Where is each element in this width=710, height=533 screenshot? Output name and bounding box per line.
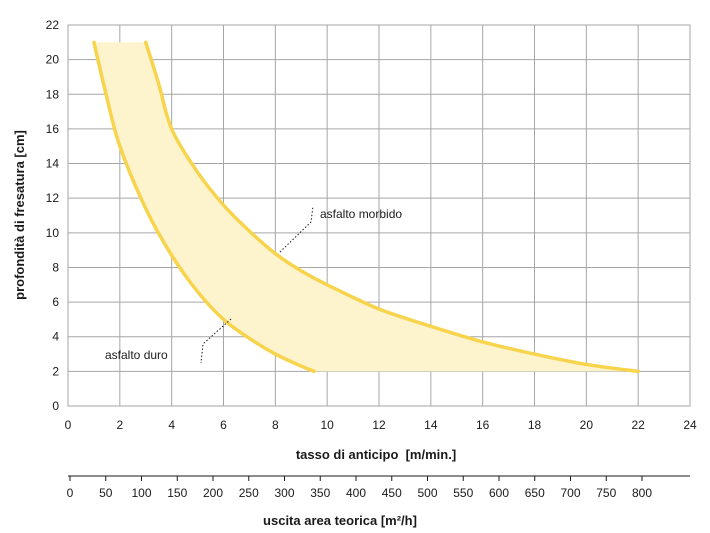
y-tick-label: 14 xyxy=(46,157,60,171)
x-tick-label: 2 xyxy=(116,418,123,432)
secondary-axis-tick-label: 200 xyxy=(203,486,223,500)
annotation-label-asfalto-morbido: asfalto morbido xyxy=(320,207,402,221)
x-tick-label: 16 xyxy=(476,418,490,432)
x-tick-label: 22 xyxy=(631,418,645,432)
y-tick-label: 18 xyxy=(46,87,60,101)
series-line-asfalto-duro xyxy=(92,40,316,374)
x-tick-label: 6 xyxy=(220,418,227,432)
secondary-axis-tick-label: 450 xyxy=(382,486,402,500)
secondary-axis-tick-label: 300 xyxy=(274,486,294,500)
y-tick-label: 20 xyxy=(46,53,60,67)
x-axis-tick-labels: 0 2 4 6 8 10 12 14 16 18 20 22 24 xyxy=(65,418,697,432)
secondary-axis-tick-label: 600 xyxy=(489,486,509,500)
secondary-axis-tick-label: 400 xyxy=(346,486,366,500)
secondary-axis-tick-label: 350 xyxy=(310,486,330,500)
x-tick-label: 24 xyxy=(683,418,697,432)
secondary-axis-tick-label: 500 xyxy=(417,486,437,500)
x-tick-label: 12 xyxy=(372,418,386,432)
fill-area-between-curves xyxy=(93,42,639,372)
annotation-label-asfalto-duro: asfalto duro xyxy=(105,348,168,362)
secondary-axis-tick-label: 150 xyxy=(167,486,187,500)
x-tick-label: 4 xyxy=(168,418,175,432)
y-axis-tick-labels: 0 2 4 6 8 10 12 14 16 18 20 22 xyxy=(46,18,60,413)
y-axis-title: profondità di fresatura [cm] xyxy=(12,130,27,300)
y-tick-label: 6 xyxy=(52,295,59,309)
series-line-asfalto-morbido xyxy=(144,40,640,374)
secondary-axis-tick-label: 650 xyxy=(525,486,545,500)
x-tick-label: 14 xyxy=(424,418,438,432)
secondary-axis-tick-labels: 0 50 100 150 200 250 300 350 400 450 500 550 600 650 7… xyxy=(67,476,652,500)
y-tick-label: 0 xyxy=(52,399,59,413)
x-tick-label: 10 xyxy=(320,418,334,432)
annotation-leader-asfalto-duro xyxy=(200,318,232,364)
x-tick-label: 0 xyxy=(65,418,72,432)
secondary-axis-tick-label: 250 xyxy=(239,486,259,500)
secondary-axis-tick-label: 800 xyxy=(632,486,652,500)
secondary-axis-title: uscita area teorica [m²/h] xyxy=(263,513,417,528)
y-tick-label: 8 xyxy=(52,260,59,274)
secondary-axis-tick-label: 550 xyxy=(453,486,473,500)
secondary-axis-tick-label: 50 xyxy=(99,486,113,500)
x-tick-label: 20 xyxy=(580,418,594,432)
secondary-axis-tick-label: 750 xyxy=(596,486,616,500)
annotation-leader-asfalto-morbido xyxy=(279,205,314,253)
annotations: asfalto morbido asfalto duro xyxy=(105,205,402,364)
y-tick-label: 4 xyxy=(52,330,59,344)
y-tick-label: 12 xyxy=(46,191,60,205)
x-axis-title: tasso di anticipo [m/min.] xyxy=(296,447,456,462)
secondary-axis: 0 50 100 150 200 250 300 350 400 450 500 550 600 650 7… xyxy=(67,475,690,500)
y-tick-label: 22 xyxy=(46,18,60,32)
secondary-axis-tick-label: 0 xyxy=(67,486,74,500)
y-tick-label: 10 xyxy=(46,226,60,240)
secondary-axis-tick-label: 100 xyxy=(131,486,151,500)
x-tick-label: 8 xyxy=(272,418,279,432)
x-tick-label: 18 xyxy=(528,418,542,432)
y-tick-label: 16 xyxy=(46,122,60,136)
y-tick-label: 2 xyxy=(52,364,59,378)
secondary-axis-tick-label: 700 xyxy=(560,486,580,500)
